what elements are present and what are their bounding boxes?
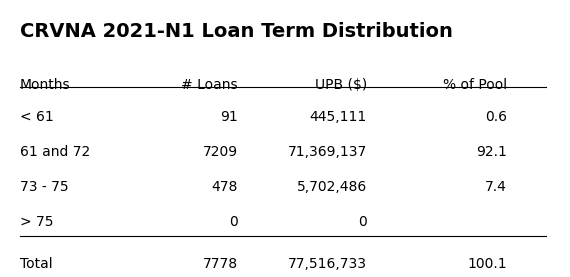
Text: # Loans: # Loans [181,78,238,92]
Text: Months: Months [19,78,70,92]
Text: 5,702,486: 5,702,486 [296,180,367,194]
Text: % of Pool: % of Pool [443,78,507,92]
Text: 445,111: 445,111 [310,110,367,124]
Text: 478: 478 [211,180,238,194]
Text: 71,369,137: 71,369,137 [288,145,367,159]
Text: 7.4: 7.4 [485,180,507,194]
Text: 0: 0 [358,215,367,229]
Text: 0.6: 0.6 [485,110,507,124]
Text: 7778: 7778 [203,258,238,271]
Text: Total: Total [19,258,52,271]
Text: 92.1: 92.1 [476,145,507,159]
Text: CRVNA 2021-N1 Loan Term Distribution: CRVNA 2021-N1 Loan Term Distribution [19,22,453,40]
Text: UPB ($): UPB ($) [315,78,367,92]
Text: 91: 91 [220,110,238,124]
Text: 7209: 7209 [203,145,238,159]
Text: 61 and 72: 61 and 72 [19,145,90,159]
Text: 73 - 75: 73 - 75 [19,180,68,194]
Text: 77,516,733: 77,516,733 [288,258,367,271]
Text: 0: 0 [229,215,238,229]
Text: < 61: < 61 [19,110,54,124]
Text: 100.1: 100.1 [467,258,507,271]
Text: > 75: > 75 [19,215,53,229]
